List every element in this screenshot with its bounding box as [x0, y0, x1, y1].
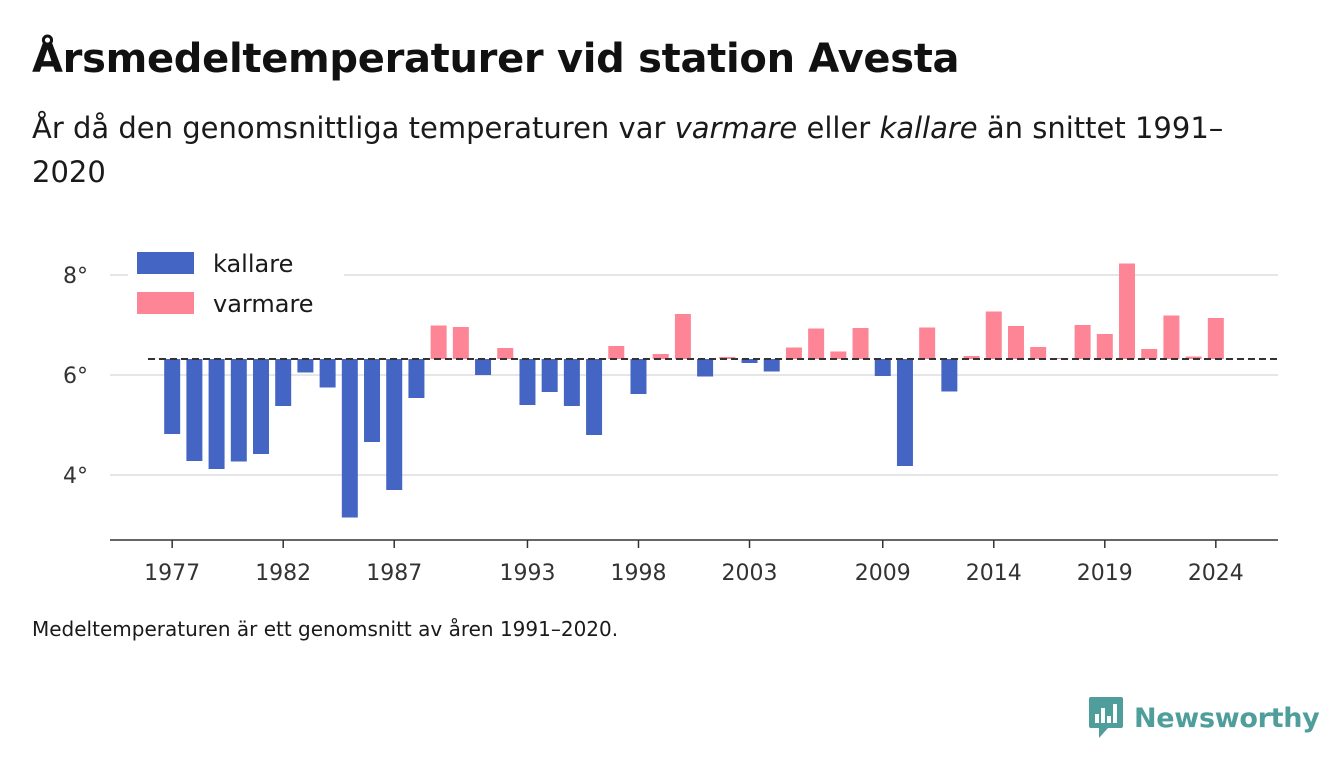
- subtitle-cold-word: kallare: [879, 111, 978, 145]
- temperature-bar-chart: 4° 6° 8° 1977 1982 1987 1993 1998 2003 2009 2014 2…: [63, 244, 1278, 586]
- x-tick-label: 1982: [255, 561, 311, 586]
- bar-1997: [608, 346, 625, 359]
- bar-1979: [208, 359, 225, 469]
- x-tick-label: 2003: [722, 561, 778, 586]
- y-axis-ticks: 4° 6° 8°: [63, 264, 88, 489]
- bar-2001: [697, 359, 714, 377]
- bar-1990: [452, 327, 469, 359]
- bar-1987: [386, 359, 403, 490]
- bar-2022: [1163, 315, 1180, 359]
- bar-2003: [741, 359, 758, 363]
- x-tick-label: 1993: [499, 561, 555, 586]
- subtitle-text-2: eller: [797, 111, 880, 145]
- bar-1986: [364, 359, 381, 442]
- bar-1995: [563, 359, 580, 406]
- bar-2008: [852, 328, 869, 359]
- subtitle-warm-word: varmare: [674, 111, 798, 145]
- bar-1985: [341, 359, 358, 518]
- bar-1991: [475, 359, 492, 375]
- bar-1977: [164, 359, 181, 434]
- bar-2005: [785, 347, 802, 359]
- bar-1988: [408, 359, 425, 398]
- brand-logo[interactable]: Newsworthy: [1088, 696, 1320, 740]
- x-tick-label: 2019: [1077, 561, 1133, 586]
- legend-label-kallare: kallare: [213, 250, 293, 278]
- subtitle-text-3: än snittet 1991–2020: [32, 111, 1224, 189]
- bar-1992: [497, 348, 514, 359]
- chart-subtitle: År då den genomsnittliga temperaturen va…: [32, 106, 1262, 194]
- y-tick-label: 6°: [63, 364, 88, 389]
- bar-2023: [1185, 356, 1202, 359]
- legend: kallare varmare: [128, 244, 344, 326]
- bar-1983: [297, 359, 314, 373]
- bar-2013: [963, 356, 980, 359]
- footnote: Medeltemperaturen är ett genomsnitt av å…: [32, 617, 619, 641]
- bar-2000: [674, 314, 691, 359]
- bar-2014: [985, 311, 1002, 359]
- bar-1994: [541, 359, 558, 392]
- bar-1989: [430, 325, 447, 359]
- bar-2006: [808, 328, 825, 359]
- x-tick-label: 1977: [144, 561, 200, 586]
- bar-2021: [1141, 349, 1158, 359]
- legend-label-varmare: varmare: [213, 290, 314, 318]
- bar-1981: [253, 359, 269, 454]
- x-tick-label: 1987: [366, 561, 422, 586]
- bar-2002: [719, 357, 736, 359]
- bar-2017: [1052, 358, 1069, 359]
- bar-2010: [896, 359, 913, 466]
- y-tick-label: 4°: [63, 464, 88, 489]
- bar-2019: [1096, 334, 1113, 359]
- bar-2011: [919, 327, 936, 359]
- bar-1980: [230, 359, 247, 462]
- bar-1984: [319, 359, 336, 388]
- legend-swatch-varmare: [137, 292, 194, 314]
- bar-2007: [830, 351, 847, 359]
- y-tick-label: 8°: [63, 264, 88, 289]
- x-tick-label: 1998: [610, 561, 666, 586]
- x-tick-label: 2014: [966, 561, 1022, 586]
- bar-2009: [874, 359, 891, 376]
- bar-2015: [1007, 326, 1024, 359]
- bar-1996: [586, 359, 603, 435]
- x-tick-label: 2024: [1188, 561, 1244, 586]
- bar-1978: [186, 359, 203, 461]
- bar-2024: [1207, 318, 1224, 359]
- subtitle-text-1: År då den genomsnittliga temperaturen va…: [32, 111, 675, 145]
- bar-2012: [941, 359, 958, 392]
- bar-2016: [1030, 347, 1047, 359]
- bars: [164, 263, 1224, 518]
- brand-name: Newsworthy: [1134, 702, 1320, 734]
- legend-swatch-kallare: [137, 252, 194, 274]
- bar-1998: [630, 359, 647, 394]
- bar-2018: [1074, 325, 1091, 359]
- newsworthy-logo-icon: [1089, 697, 1123, 738]
- page-title: Årsmedeltemperaturer vid station Avesta: [32, 36, 960, 82]
- x-tick-label: 2009: [855, 561, 911, 586]
- bar-1982: [275, 359, 292, 406]
- bar-1999: [652, 354, 669, 359]
- bar-2004: [763, 359, 780, 372]
- bar-1993: [519, 359, 536, 405]
- bar-2020: [1119, 263, 1135, 359]
- x-axis-ticks: 1977 1982 1987 1993 1998 2003 2009 2014 2019 2024: [144, 540, 1244, 586]
